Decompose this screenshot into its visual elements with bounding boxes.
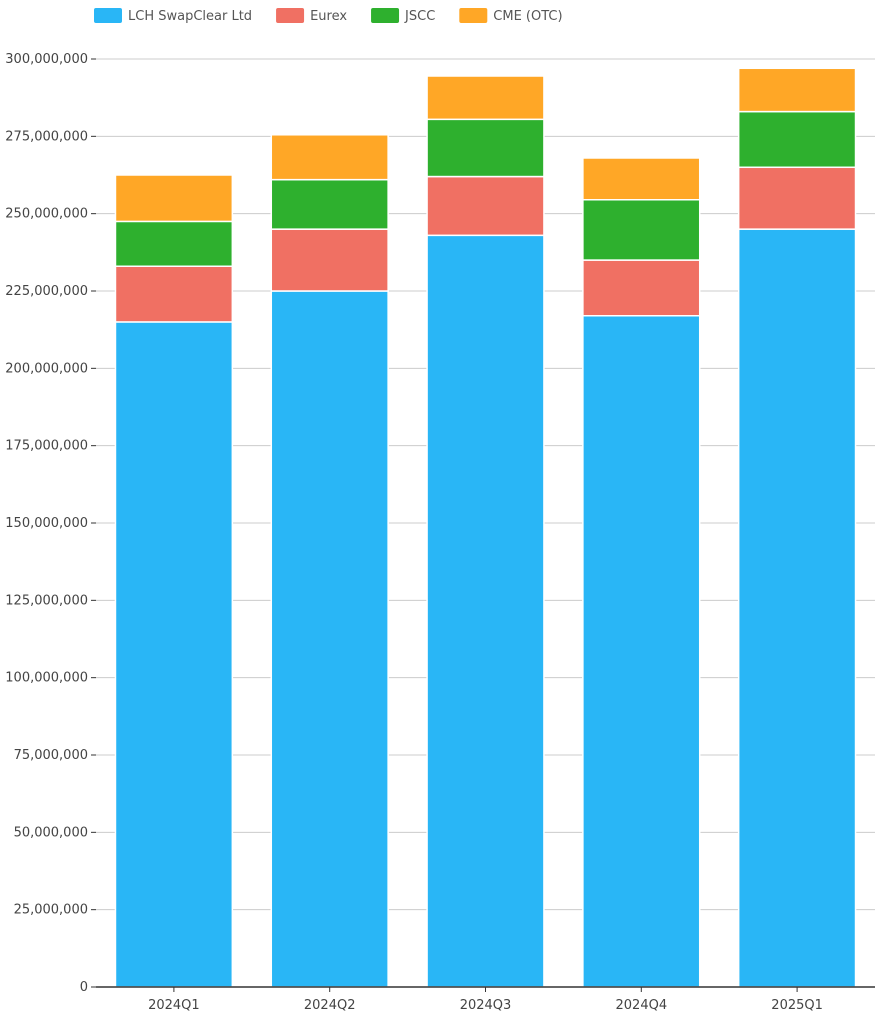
legend-swatch — [371, 8, 400, 23]
y-tick-label: 75,000,000 — [14, 748, 88, 763]
legend-item[interactable]: CME (OTC) — [459, 8, 563, 24]
bar-2024q1-series-2[interactable] — [114, 220, 234, 268]
bar-2024q1-series-0[interactable] — [114, 321, 234, 988]
y-tick-label: 300,000,000 — [5, 52, 88, 67]
bar-2024q4-series-0[interactable] — [582, 314, 701, 988]
bar-2024q3-series-1[interactable] — [426, 175, 545, 237]
bars — [114, 67, 857, 988]
bar-2024q2-series-0[interactable] — [270, 290, 389, 988]
y-tick-label: 50,000,000 — [14, 825, 88, 840]
x-axis: 2024Q1 2024Q2 2024Q3 2024Q4 2025Q1 — [96, 986, 875, 1013]
y-tick-label: 150,000,000 — [5, 516, 88, 531]
y-tick-label: 175,000,000 — [5, 439, 88, 454]
y-tick-label: 200,000,000 — [5, 361, 88, 376]
legend-label: Eurex — [310, 9, 347, 24]
legend-item[interactable]: LCH SwapClear Ltd — [94, 8, 252, 24]
bar-2024q4-series-2[interactable] — [582, 198, 701, 261]
y-tick-label: 25,000,000 — [14, 903, 88, 918]
y-tick-label: 125,000,000 — [5, 593, 88, 608]
x-tick-label: 2024Q3 — [460, 998, 512, 1013]
bar-2025q1-series-1[interactable] — [737, 166, 857, 230]
x-tick-label: 2024Q2 — [304, 998, 356, 1013]
bar-2024q3-series-3[interactable] — [426, 75, 545, 121]
bar-2025q1-series-3[interactable] — [737, 67, 857, 113]
bar-2025q1-series-2[interactable] — [737, 110, 857, 169]
bar-2024q1-series-3[interactable] — [114, 174, 234, 223]
bar-2024q1-series-1[interactable] — [114, 265, 234, 323]
bar-2025q1-series-0[interactable] — [737, 228, 857, 988]
legend-swatch — [459, 8, 488, 23]
legend-label: LCH SwapClear Ltd — [128, 9, 252, 24]
bar-2024q2-series-2[interactable] — [270, 178, 389, 230]
bar-2024q4-series-3[interactable] — [582, 157, 701, 201]
y-tick-label: 275,000,000 — [5, 129, 88, 144]
x-tick-label: 2025Q1 — [771, 998, 823, 1013]
legend-item[interactable]: Eurex — [276, 8, 347, 24]
y-axis: 0 25,000,000 50,000,000 75,000,000 100,000,0… — [5, 52, 96, 995]
bar-2024q3-series-0[interactable] — [426, 234, 545, 988]
y-tick-label: 225,000,000 — [5, 284, 88, 299]
bar-2024q2-series-1[interactable] — [270, 228, 389, 292]
legend-label: JSCC — [404, 9, 435, 24]
legend-swatch — [276, 8, 305, 23]
legend: LCH SwapClear Ltd Eurex JSCC CME (OTC) — [94, 8, 563, 24]
bar-2024q2-series-3[interactable] — [270, 134, 389, 181]
legend-label: CME (OTC) — [493, 9, 562, 24]
x-tick-label: 2024Q1 — [148, 998, 200, 1013]
y-tick-label: 100,000,000 — [5, 671, 88, 686]
legend-swatch — [94, 8, 122, 23]
y-tick-label: 0 — [80, 980, 88, 995]
y-tick-label: 250,000,000 — [5, 207, 88, 222]
bar-2024q3-series-2[interactable] — [426, 118, 545, 178]
bar-2024q4-series-1[interactable] — [582, 259, 701, 317]
x-tick-label: 2024Q4 — [616, 998, 668, 1013]
legend-item[interactable]: JSCC — [371, 8, 435, 24]
